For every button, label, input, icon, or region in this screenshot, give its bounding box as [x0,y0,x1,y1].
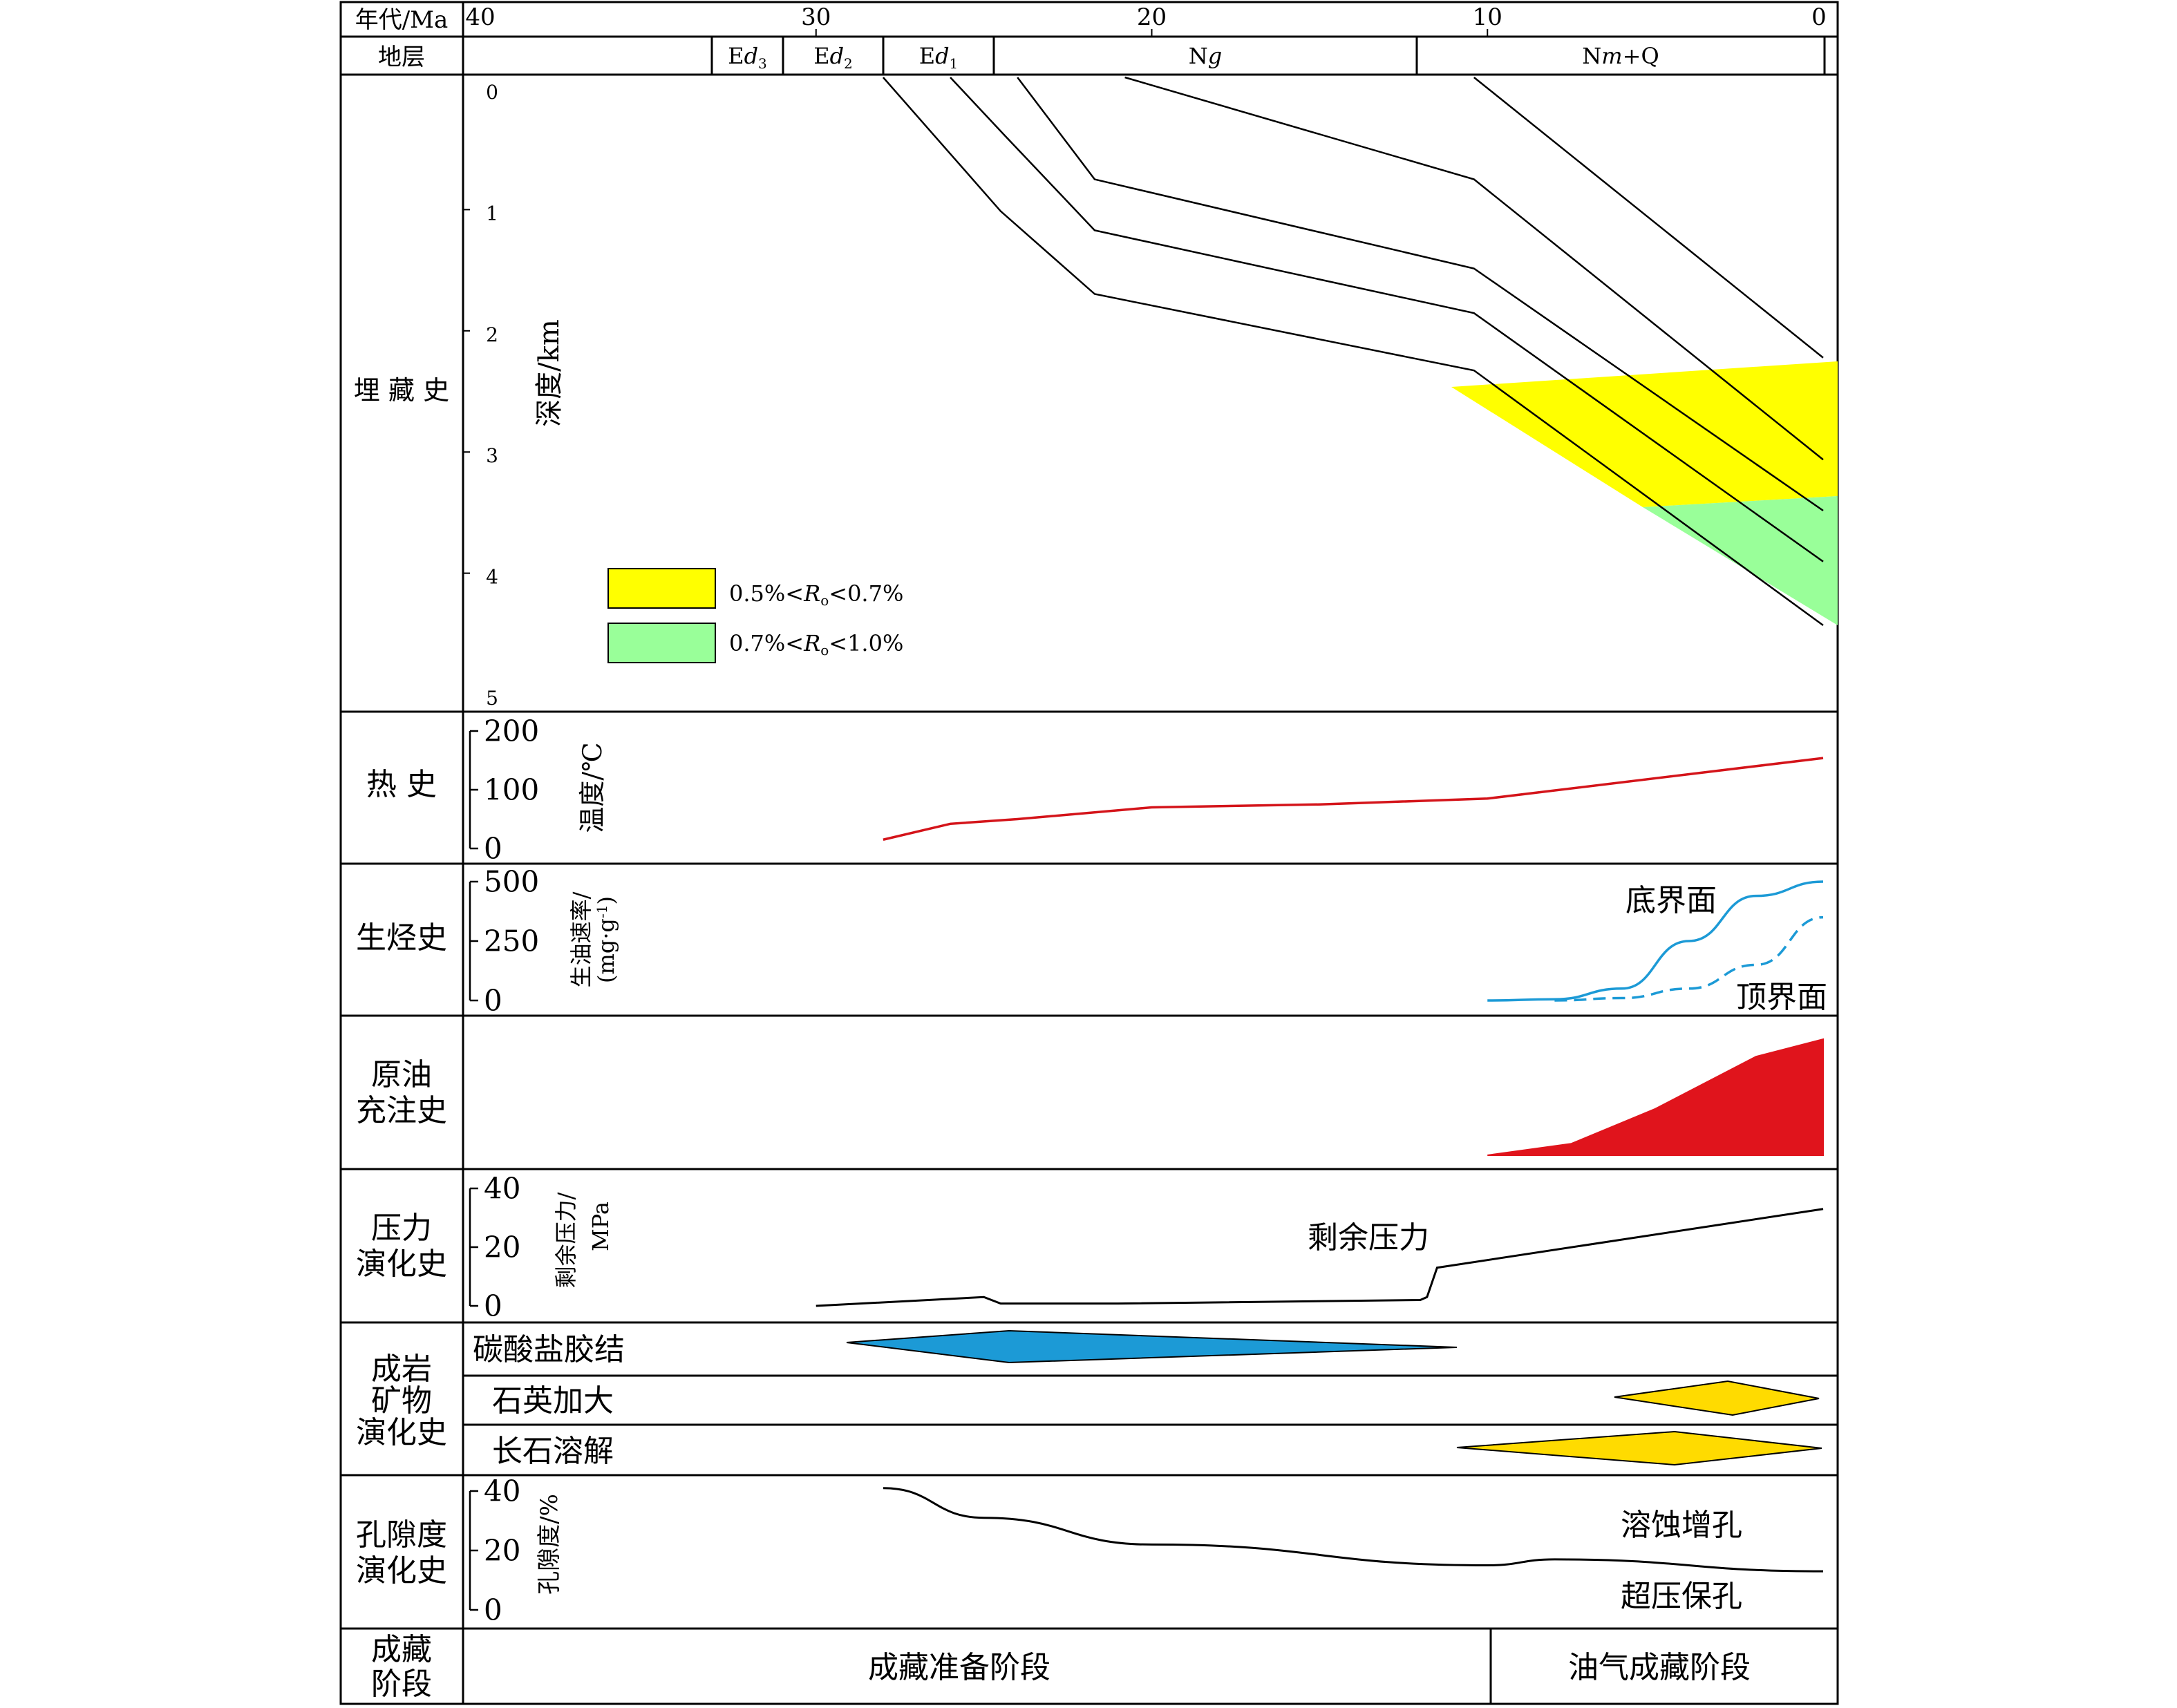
hydro-ylabel-2: (mg·g-1) [593,896,619,983]
row-label-burial: 埋 藏 史 [354,375,449,406]
pressure-axis: 40 20 0 [469,1172,520,1323]
axis-tick-label: 200 [484,714,539,748]
axis-tick-label: 40 [484,1474,520,1508]
strata-label: Ng [1189,43,1222,69]
legend-swatch-green [607,623,716,663]
strata-box [1415,35,1826,76]
diagenesis-item-carbonate: 碳酸盐胶结 [473,1332,625,1367]
stage-label-prep: 成藏准备阶段 [868,1650,1050,1685]
stage-label-form: 油气成藏阶段 [1568,1650,1751,1685]
pressure-curve [816,1208,1824,1307]
row-label-stage-1: 成藏 [371,1632,432,1667]
oil-charging-area [1487,1038,1824,1156]
depth-tick-label: 2 [486,323,498,346]
age-tick-label: 20 [1137,3,1167,31]
strata-row: Ed3 Ed2 Ed1 Ng Nm+Q [710,35,1826,76]
row-separators [341,35,1838,1630]
pressure-label: 剩余压力 [1308,1220,1429,1255]
axis-tick-label: 20 [484,1534,520,1568]
outer-frame [339,1,1839,1705]
age-tick-label: 0 [1811,3,1827,31]
row-label-porosity-1: 孔隙度 [356,1517,447,1553]
legend-swatch-yellow [607,568,716,609]
thermal-ylabel: 温度/℃ [577,742,607,833]
axis-tick-label: 250 [484,924,539,958]
age-tick-label: 40 [465,3,495,31]
strata-label: Ed3 [728,43,767,72]
legend-label-green: 0.7%<Ro<1.0% [729,630,903,658]
hydro-label-bottom: 底界面 [1625,883,1717,918]
axis-tick-label: 0 [484,1593,502,1627]
row-label-porosity-2: 演化史 [356,1553,447,1588]
strata-label: Ed1 [919,43,959,72]
burial-ylabel: 深度/km [534,319,565,427]
row-label-charging-2: 充注史 [356,1093,447,1128]
row-label-pressure-2: 演化史 [356,1246,447,1282]
diagenesis-item-feldspar: 长石溶解 [492,1434,614,1469]
age-tick-label: 30 [801,3,831,31]
legend-label-yellow: 0.5%<Ro<0.7% [729,580,903,609]
porosity-label-dissolution: 溶蚀增孔 [1621,1508,1742,1543]
axis-tick-label: 0 [484,832,502,866]
strata-label: Nm+Q [1582,43,1659,69]
row-label-diagenesis-2: 矿物 [371,1383,432,1418]
row-label-diagenesis-3: 演化史 [356,1415,447,1450]
porosity-axis: 40 20 0 [469,1474,520,1627]
row-label-diagenesis-1: 成岩 [371,1351,432,1387]
age-tick-label: 10 [1473,3,1502,31]
depth-tick-label: 1 [486,202,498,225]
porosity-label-overpressure: 超压保孔 [1621,1579,1742,1614]
quartz-overgrowth-bar [1614,1380,1820,1416]
axis-tick-label: 0 [484,1289,502,1323]
burial-curve [1017,77,1824,512]
burial-curve [950,77,1824,562]
depth-tick-label: 3 [486,444,498,467]
row-label-hydrocarbon: 生烃史 [356,920,447,956]
row-label-thermal: 热 史 [366,767,437,802]
axis-tick-label: 0 [484,984,502,1018]
burial-curve [1124,76,1824,461]
pressure-ylabel-1: 剩余压力/ [553,1192,579,1288]
hydro-label-top: 顶界面 [1736,980,1827,1015]
depth-tick-label: 0 [486,81,498,104]
feldspar-dissolution-bar [1456,1430,1822,1466]
porosity-curve [883,1487,1824,1573]
burial-depth-axis: 0 1 2 3 4 5 [463,81,498,710]
pressure-ylabel-2: MPa [587,1202,614,1251]
depth-tick-label: 5 [486,687,498,710]
burial-curve [1473,77,1824,359]
hydrocarbon-top-curve [1554,915,1824,1002]
row-label-pressure-1: 压力 [371,1211,432,1246]
burial-curve [882,77,1824,627]
axis-tick-label: 100 [484,773,539,807]
axis-tick-label: 500 [484,865,539,899]
diagenesis-item-quartz: 石英加大 [492,1383,614,1418]
thermal-axis: 200 100 0 [469,714,539,866]
row-label-stage-2: 阶段 [371,1667,432,1702]
porosity-ylabel: 孔隙度/% [536,1494,563,1595]
row-label-charging-1: 原油 [371,1057,432,1092]
axis-tick-label: 20 [484,1231,520,1264]
hydro-ylabel-1: 生油速率/ [568,891,594,987]
strata-label: Ed2 [813,43,853,72]
carbonate-cementation-bar [846,1329,1458,1364]
burial-curves [882,76,1824,627]
hydrocarbon-bottom-curve [1487,880,1824,1002]
age-axis: 40 30 20 10 0 [465,3,1827,37]
hydrocarbon-axis: 500 250 0 [469,865,539,1018]
thermal-curve [883,757,1824,841]
age-header-label: 年代/Ma [355,6,449,34]
depth-tick-label: 4 [486,566,498,589]
strata-header-label: 地层 [378,44,425,71]
axis-tick-label: 40 [484,1172,520,1206]
